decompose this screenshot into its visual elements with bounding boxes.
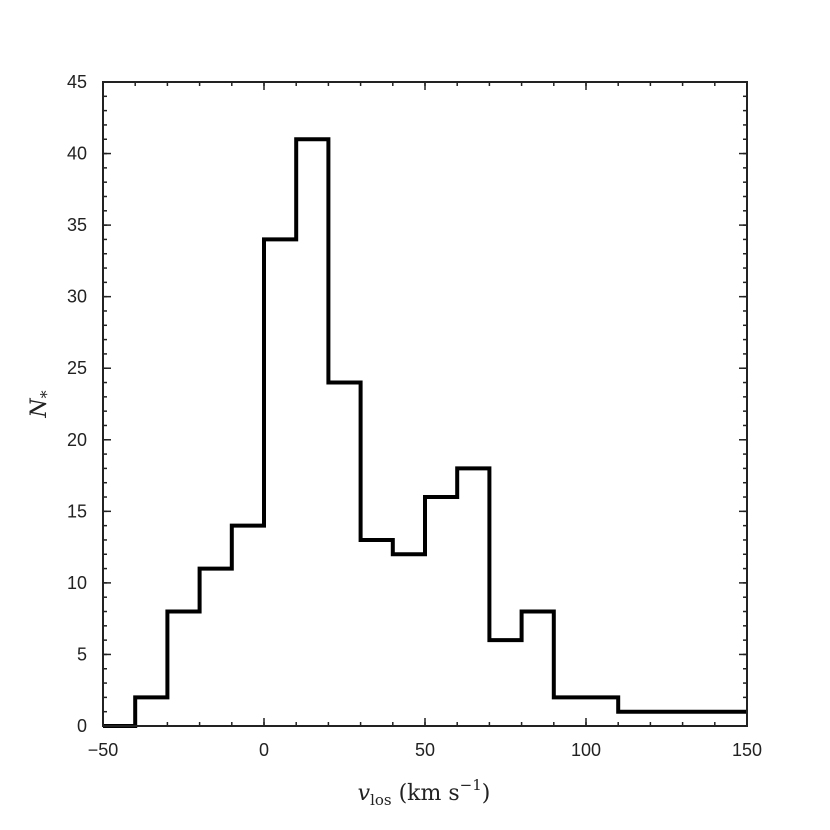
y-axis-label-symbol: N bbox=[27, 398, 52, 419]
x-axis-label: vlos (km s−1) bbox=[358, 776, 491, 809]
y-tick-label: 0 bbox=[77, 716, 87, 736]
plot-frame bbox=[102, 81, 748, 727]
x-axis-label-close: ) bbox=[482, 781, 491, 806]
histogram-step-line bbox=[103, 137, 747, 728]
y-tick-label: 40 bbox=[67, 144, 87, 164]
y-axis-label: N* bbox=[27, 390, 56, 418]
y-tick-label: 15 bbox=[67, 501, 87, 521]
y-tick-label: 30 bbox=[67, 287, 87, 307]
y-tick-label: 5 bbox=[77, 644, 87, 664]
x-axis-label-symbol: v bbox=[358, 781, 371, 806]
x-tick-label: 100 bbox=[571, 740, 601, 760]
x-axis-label-subscript: los bbox=[370, 791, 392, 809]
tick-marks bbox=[102, 81, 748, 727]
y-tick-label: 10 bbox=[67, 573, 87, 593]
x-tick-label: 0 bbox=[259, 740, 269, 760]
x-axis-label-exponent: −1 bbox=[460, 776, 482, 794]
x-axis-label-unit: (km s bbox=[392, 781, 460, 806]
y-axis-label-subscript: * bbox=[37, 390, 56, 398]
y-tick-label: 35 bbox=[67, 215, 87, 235]
y-tick-label: 20 bbox=[67, 430, 87, 450]
x-tick-label: 150 bbox=[732, 740, 762, 760]
y-tick-label: 45 bbox=[67, 72, 87, 92]
x-tick-label: 50 bbox=[415, 740, 435, 760]
y-tick-label: 25 bbox=[67, 358, 87, 378]
x-tick-label: −50 bbox=[88, 740, 119, 760]
